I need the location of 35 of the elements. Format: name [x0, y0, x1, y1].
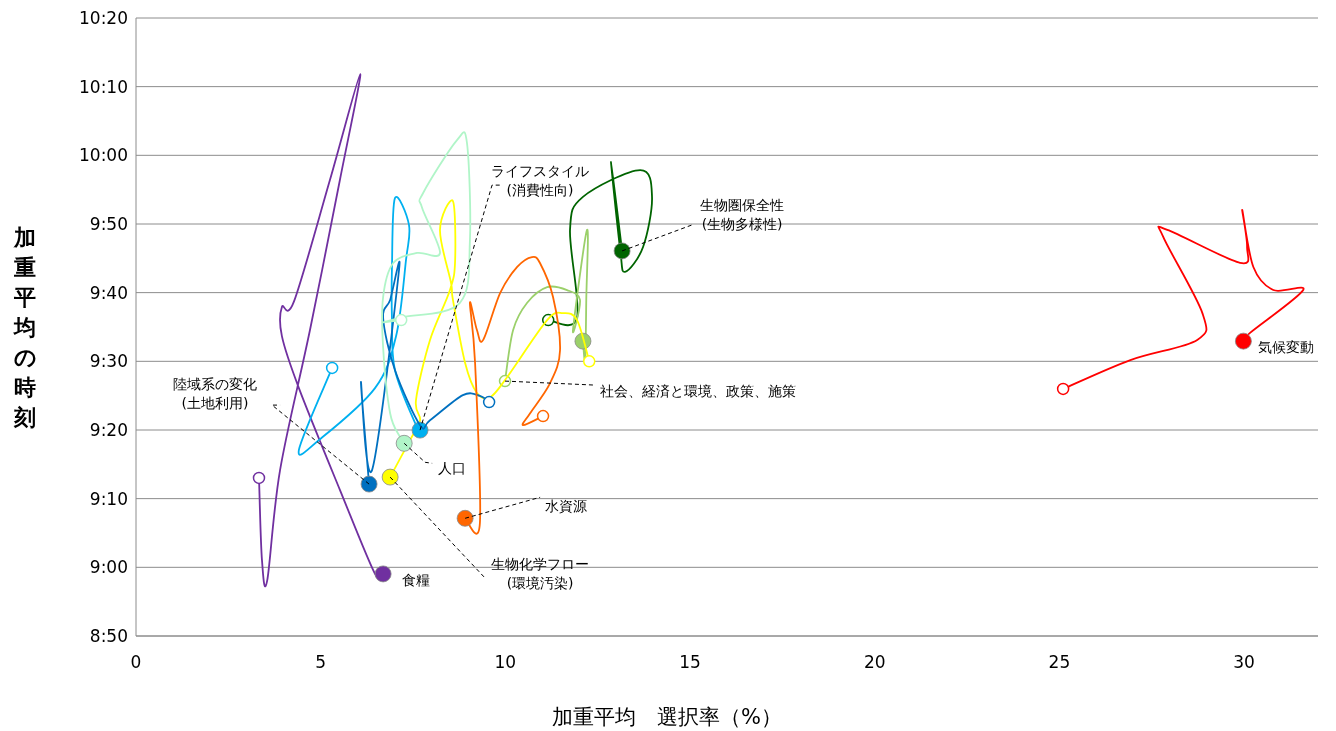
point — [1234, 332, 1252, 350]
y-tick-label: 9:30 — [89, 351, 128, 372]
y-tick-label: 10:00 — [79, 145, 128, 166]
x-tick-label: 15 — [679, 652, 701, 672]
point — [374, 565, 392, 583]
y-tick-label: 10:10 — [79, 76, 128, 97]
annotation: 水資源 — [545, 498, 588, 515]
annotation: 生物化学フロー (環境汚染) — [491, 556, 590, 592]
x-tick-label: 30 — [1233, 652, 1255, 672]
annotation: ライフスタイル (消費性向) — [491, 163, 590, 199]
annotation: 陸域系の変化 (土地利用) — [173, 376, 258, 412]
x-tick-label: 10 — [494, 652, 517, 672]
annotation: 社会、経済と環境、政策、施策 — [600, 383, 797, 400]
x-tick-label: 20 — [863, 652, 886, 672]
point — [395, 434, 413, 452]
annotation: 人口 — [438, 460, 467, 477]
x-tick-label: 5 — [315, 652, 327, 672]
y-tick-label: 9:50 — [89, 214, 128, 234]
x-tick-label: 25 — [1048, 652, 1071, 672]
annotation: 食糧 — [402, 571, 431, 588]
y-tick-label: 10:20 — [79, 8, 128, 28]
point — [456, 509, 474, 527]
y-tick-label: 9:40 — [89, 282, 128, 303]
annotation: 生物圏保全性 (生物多様性) — [700, 196, 785, 232]
x-tick-label: 0 — [130, 652, 142, 672]
point — [613, 242, 631, 260]
x-axis-title: 加重平均 選択率（%） — [552, 705, 782, 729]
y-tick-label: 9:00 — [89, 557, 128, 578]
point — [360, 475, 378, 493]
y-tick-label: 9:20 — [89, 420, 128, 440]
annotation: 気候変動 — [1258, 339, 1315, 356]
point — [381, 468, 399, 486]
y-axis-title: 加重平均の時刻 — [13, 225, 37, 430]
y-tick-label: 9:10 — [89, 488, 128, 509]
y-tick-label: 8:50 — [89, 626, 128, 646]
